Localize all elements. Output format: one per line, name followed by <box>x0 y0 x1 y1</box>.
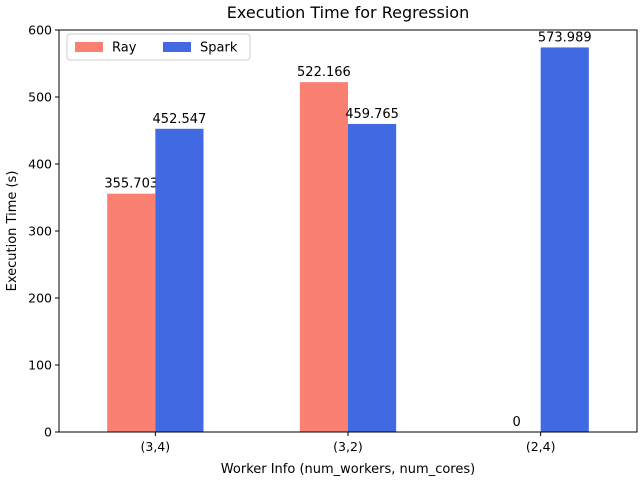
x-tick-label: (3,2) <box>333 439 363 454</box>
legend-label-spark: Spark <box>200 41 238 56</box>
bar-spark-2 <box>540 47 589 432</box>
y-tick-label: 400 <box>28 157 52 172</box>
data-label-spark-2: 573.989 <box>538 30 592 45</box>
data-label-spark-1: 459.765 <box>345 107 399 122</box>
legend-label-ray: Ray <box>112 41 137 56</box>
axes: 0 100 200 300 400 500 600 (3,4) (3,2) (2,4) <box>28 23 638 454</box>
legend: Ray Spark <box>66 33 251 61</box>
y-tick-label: 100 <box>28 358 52 373</box>
data-label-ray-1: 522.166 <box>297 65 351 80</box>
data-label-ray-0: 355.703 <box>104 177 158 192</box>
legend-swatch-ray <box>75 42 103 52</box>
y-tick-label: 0 <box>44 425 52 440</box>
y-tick-label: 600 <box>28 23 52 38</box>
data-label-ray-2: 0 <box>512 415 520 430</box>
y-axis-label: Execution Time (s) <box>5 171 20 292</box>
legend-swatch-spark <box>163 42 191 52</box>
bar-ray-0 <box>107 193 156 432</box>
plot-area: 355.703 522.166 0 452.547 459.765 573.989 <box>104 30 592 433</box>
bar-ray-1 <box>299 82 348 433</box>
x-axis-label: Worker Info (num_workers, num_cores) <box>221 462 475 477</box>
y-tick-label: 300 <box>28 224 52 239</box>
data-label-spark-0: 452.547 <box>153 112 207 127</box>
x-tick-label: (2,4) <box>526 439 556 454</box>
y-tick-label: 200 <box>28 291 52 306</box>
bar-spark-0 <box>155 128 204 432</box>
y-tick-label: 500 <box>28 90 52 105</box>
chart-title: Execution Time for Regression <box>227 3 469 22</box>
x-tick-label: (3,4) <box>141 439 171 454</box>
legend-box <box>66 33 251 61</box>
bar-spark-1 <box>348 123 397 432</box>
